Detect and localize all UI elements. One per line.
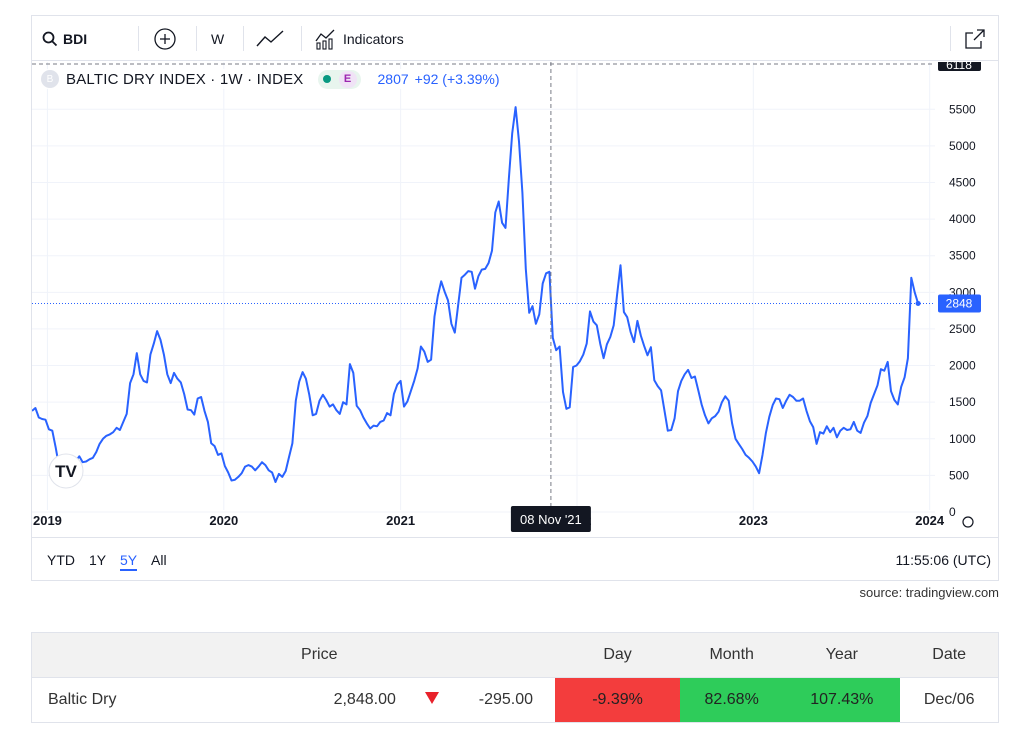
price-line-layer	[32, 106, 921, 483]
table-row: Baltic Dry 2,848.00 -295.00 -9.39% 82.68…	[31, 677, 999, 723]
header-date: Date	[900, 632, 999, 678]
row-direction	[401, 677, 462, 723]
y-tick-label: 1000	[949, 432, 976, 446]
row-price: 2,848.00	[236, 677, 402, 723]
header-day: Day	[555, 632, 681, 678]
crosshair-price-label: 6118	[946, 62, 972, 72]
axes: 0500100015002000250030003500400045005000…	[32, 62, 981, 532]
x-tick-label: 2024	[915, 513, 945, 528]
chart-bottom-bar: YTD 1Y 5Y All 11:55:06 (UTC)	[32, 537, 998, 581]
toolbar-divider	[301, 26, 302, 51]
header-price: Price	[236, 632, 402, 678]
header-name	[31, 632, 237, 678]
header-year: Year	[783, 632, 901, 678]
price-chart[interactable]: 0500100015002000250030003500400045005000…	[32, 62, 998, 536]
y-tick-label: 5000	[949, 139, 976, 153]
indicators-button[interactable]: Indicators	[314, 16, 404, 61]
source-credit: source: tradingview.com	[859, 585, 999, 600]
x-tick-label: 2023	[739, 513, 768, 528]
y-tick-label: 4000	[949, 212, 976, 226]
range-5y-button[interactable]: 5Y	[120, 552, 138, 571]
last-price-dot	[915, 300, 921, 306]
legend-value: 2807	[377, 71, 409, 87]
row-change: -295.00	[461, 677, 555, 723]
x-tick-label: 2021	[386, 513, 415, 528]
header-change	[461, 632, 555, 678]
y-tick-label: 2500	[949, 322, 976, 336]
down-triangle-icon	[424, 692, 439, 704]
y-tick-label: 500	[949, 468, 969, 482]
plus-circle-icon	[154, 27, 176, 50]
last-price-label-bg	[938, 294, 981, 313]
indicators-label: Indicators	[343, 30, 404, 47]
line-chart-icon	[256, 29, 284, 46]
toolbar-divider	[243, 26, 244, 51]
chart-legend: B BALTIC DRY INDEX · 1W · INDEX E 2807 +…	[41, 69, 500, 89]
range-1y-button[interactable]: 1Y	[89, 552, 107, 568]
compare-symbol-button[interactable]	[153, 16, 177, 61]
toolbar-divider	[196, 26, 197, 51]
market-status-pill[interactable]: E	[317, 69, 361, 89]
row-day-pct: -9.39%	[555, 677, 681, 723]
toolbar-divider	[138, 26, 139, 51]
exchange-badge: E	[338, 70, 357, 88]
market-status-dot-icon	[322, 75, 331, 83]
symbol-label: BDI	[63, 30, 88, 47]
chart-toolbar: BDI W Indicators	[32, 16, 998, 61]
x-tick-label: 2019	[33, 513, 62, 528]
y-tick-label: 1500	[949, 395, 976, 409]
range-ytd-button[interactable]: YTD	[47, 552, 75, 568]
symbol-title[interactable]: BALTIC DRY INDEX · 1W · INDEX	[66, 70, 304, 88]
search-icon	[42, 31, 58, 46]
header-month: Month	[680, 632, 784, 678]
last-price-label: 2848	[946, 296, 973, 310]
row-name-link[interactable]: Baltic Dry	[31, 677, 237, 723]
chart-widget: BDI W Indicators B BALTIC DRY INDEX · 1W…	[31, 15, 999, 581]
y-tick-label: 3500	[949, 249, 976, 263]
tradingview-logo-icon: TV	[55, 462, 77, 481]
price-series-line	[32, 106, 920, 483]
legend-change: +92 (+3.39%)	[414, 71, 500, 87]
symbol-search-button[interactable]: BDI	[42, 16, 87, 61]
y-tick-label: 0	[949, 505, 956, 519]
grid-lines	[32, 62, 935, 513]
crosshair: 6118 08 Nov '21	[32, 62, 981, 532]
chart-type-button[interactable]	[256, 16, 284, 61]
utc-clock[interactable]: 11:55:06 (UTC)	[895, 552, 991, 568]
row-date: Dec/06	[900, 677, 999, 723]
external-link-icon	[965, 28, 985, 49]
interval-button[interactable]: W	[211, 30, 225, 47]
toolbar-divider	[950, 26, 951, 51]
range-all-button[interactable]: All	[151, 552, 167, 568]
crosshair-time-label-bg	[510, 506, 591, 532]
crosshair-time-label: 08 Nov '21	[520, 512, 582, 527]
y-tick-label: 2000	[949, 359, 976, 373]
crosshair-price-label-bg	[938, 62, 981, 71]
x-tick-label: 2020	[209, 513, 238, 528]
y-tick-label: 4500	[949, 175, 976, 189]
fullscreen-button[interactable]	[964, 16, 986, 61]
chart-watermark-logo[interactable]: TV	[48, 453, 84, 489]
symbol-logo: B	[41, 70, 59, 88]
header-direction	[401, 632, 462, 678]
indicators-icon	[315, 29, 335, 50]
table-header-row: Price Day Month Year Date	[31, 632, 999, 678]
gear-icon	[962, 516, 974, 528]
quote-table: Price Day Month Year Date Baltic Dry 2,8…	[31, 632, 999, 723]
y-tick-label: 5500	[949, 102, 976, 116]
row-month-pct: 82.68%	[680, 677, 784, 723]
row-year-pct: 107.43%	[783, 677, 901, 723]
axis-settings-button[interactable]	[962, 516, 974, 528]
